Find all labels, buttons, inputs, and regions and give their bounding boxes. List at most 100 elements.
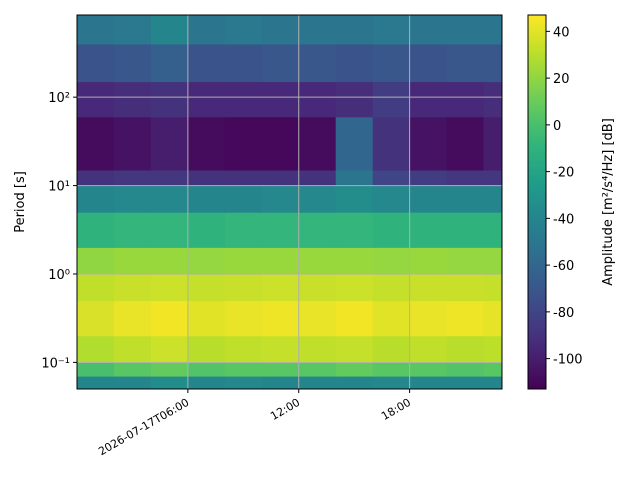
heat-cell [77, 185, 115, 213]
heat-cell [224, 335, 263, 363]
heat-cell [77, 247, 115, 275]
heat-cell [187, 362, 226, 377]
heat-cell [298, 273, 337, 302]
heat-cell [77, 15, 115, 45]
heat-cell [372, 300, 411, 337]
colorbar-tick-label: -60 [553, 259, 574, 274]
y-tick-label: 10⁰ [48, 268, 70, 283]
heat-cell [113, 170, 152, 187]
heat-cell [77, 335, 115, 363]
heat-cell [298, 247, 337, 275]
heat-cell [113, 43, 152, 83]
colorbar-tick-label: -100 [553, 353, 583, 368]
heat-cell [77, 376, 115, 390]
heat-cell [409, 43, 448, 83]
heat-cell [150, 362, 189, 377]
heat-cell [335, 273, 374, 302]
heat-cell [446, 185, 485, 213]
heat-cell [261, 15, 300, 45]
heat-cell [298, 15, 337, 45]
heat-cell [409, 335, 448, 363]
heat-cell [187, 185, 226, 213]
heat-cell [372, 376, 411, 390]
heat-cell [298, 116, 337, 171]
heat-cell [409, 212, 448, 248]
heat-cell [113, 362, 152, 377]
heat-cell [446, 376, 485, 390]
heat-cell [187, 15, 226, 45]
heat-cell [224, 116, 263, 171]
x-tick-label: 2026-07-17T06:00 [96, 396, 191, 458]
heat-cell [335, 376, 374, 390]
heat-cell [224, 376, 263, 390]
heat-cell [150, 185, 189, 213]
y-tick-label: 10¹ [48, 180, 70, 195]
heat-cell [335, 15, 374, 45]
heat-cell [446, 273, 485, 302]
heat-cell [483, 170, 503, 187]
heat-cell [187, 212, 226, 248]
heat-cell [187, 376, 226, 390]
heat-cell [150, 212, 189, 248]
heat-cell [298, 43, 337, 83]
heat-cell [113, 273, 152, 302]
heat-cell [409, 300, 448, 337]
x-tick-label: 18:00 [379, 396, 413, 423]
heat-cell [372, 247, 411, 275]
heat-cell [261, 116, 300, 171]
colorbar-tick-label: 0 [553, 119, 561, 134]
heat-cell [261, 335, 300, 363]
colorbar-tick-label: -80 [553, 306, 574, 321]
heat-cell [224, 43, 263, 83]
heat-cell [372, 273, 411, 302]
heat-cell [150, 273, 189, 302]
heat-cell [187, 335, 226, 363]
heat-cell [372, 170, 411, 187]
heat-cell [150, 376, 189, 390]
heat-cell [77, 116, 115, 171]
heat-cell [335, 81, 374, 118]
heat-cell [113, 212, 152, 248]
heat-cell [150, 116, 189, 171]
heat-cell [224, 81, 263, 118]
heat-cell [298, 376, 337, 390]
heat-cell [261, 185, 300, 213]
heat-cell [409, 81, 448, 118]
heat-cell [298, 362, 337, 377]
heat-cell [446, 362, 485, 377]
heat-cell [77, 170, 115, 187]
heat-cell [372, 15, 411, 45]
heat-cell [224, 362, 263, 377]
heat-cell [298, 81, 337, 118]
heat-cell [446, 15, 485, 45]
heat-cell [409, 15, 448, 45]
heat-cell [335, 212, 374, 248]
heat-cell [298, 185, 337, 213]
heat-cell [298, 212, 337, 248]
heatmap [77, 15, 503, 390]
heat-cell [446, 247, 485, 275]
heat-cell [335, 247, 374, 275]
heat-cell [261, 170, 300, 187]
plot-frame [76, 14, 503, 390]
heat-cell [335, 43, 374, 83]
heat-cell [187, 273, 226, 302]
heat-cell [187, 300, 226, 337]
heat-cell [446, 170, 485, 187]
heat-cell [113, 335, 152, 363]
heat-cell [113, 300, 152, 337]
heat-cell [298, 300, 337, 337]
heat-cell [335, 300, 374, 337]
heat-cell [113, 376, 152, 390]
heat-cell [77, 43, 115, 83]
heat-cell [261, 247, 300, 275]
heat-cell [372, 81, 411, 118]
heat-cell [483, 376, 503, 390]
heat-cell [483, 362, 503, 377]
heat-cell [483, 335, 503, 363]
heat-cell [446, 335, 485, 363]
heat-cell [224, 273, 263, 302]
heat-cell [446, 300, 485, 337]
heat-cell [483, 43, 503, 83]
heat-cell [113, 185, 152, 213]
